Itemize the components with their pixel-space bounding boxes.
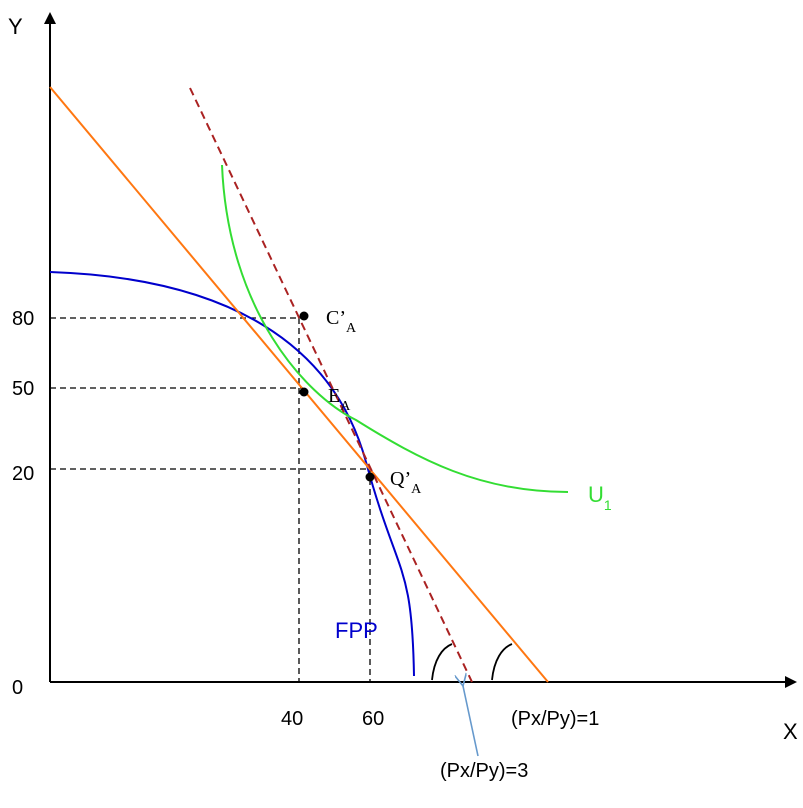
point-consumption	[299, 311, 309, 321]
x-tick-60: 60	[362, 708, 384, 730]
indifference-label-main: U	[588, 482, 604, 507]
y-axis-label: Y	[8, 14, 23, 39]
label-production: Q’A	[390, 468, 422, 497]
label-production-main: Q’	[390, 468, 411, 490]
label-consumption-main: C’	[326, 307, 346, 329]
y-tick-50: 50	[12, 378, 34, 400]
guide-lines	[50, 317, 371, 682]
pointer-arrow	[463, 686, 479, 757]
ppf-label: FPP	[335, 618, 378, 643]
price-line-initial	[49, 86, 549, 683]
indifference-label-sub: 1	[604, 497, 612, 513]
y-tick-20: 20	[12, 463, 34, 485]
angle-arc-new	[431, 643, 453, 681]
label-equilibrium-main: E	[328, 385, 340, 407]
label-production-sub: A	[411, 482, 422, 497]
angle-arc-initial	[491, 643, 513, 681]
x-axis-label: X	[783, 719, 798, 744]
label-equilibrium: EA	[328, 385, 351, 414]
indifference-curve	[221, 164, 569, 493]
price-label-new: (Px/Py)=3	[440, 760, 528, 782]
price-label-initial: (Px/Py)=1	[511, 708, 599, 730]
origin-label: 0	[12, 677, 23, 699]
point-production	[365, 472, 375, 482]
y-tick-80: 80	[12, 308, 34, 330]
label-consumption-sub: A	[346, 321, 357, 336]
price-line-new	[189, 87, 473, 683]
label-consumption: C’A	[326, 307, 357, 336]
indifference-label: U1	[588, 482, 612, 513]
label-equilibrium-sub: A	[340, 399, 351, 414]
ppf-curve	[49, 271, 415, 677]
point-equilibrium	[299, 387, 309, 397]
x-tick-40: 40	[281, 708, 303, 730]
